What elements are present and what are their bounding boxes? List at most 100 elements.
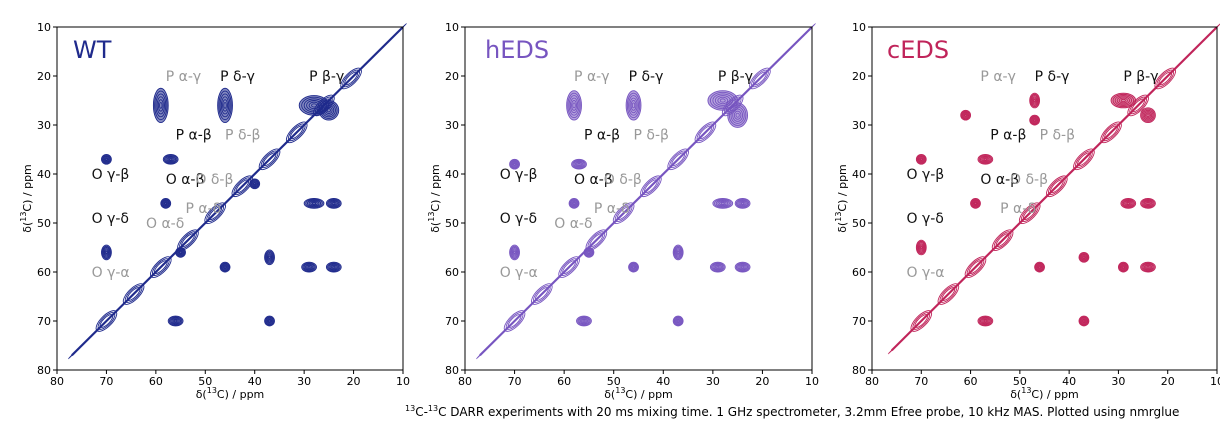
peak-annotation: P δ-β [634,128,669,144]
x-tick-label: 60 [557,375,571,388]
cross-peak-contour [707,90,739,111]
diagonal-contour-ring [1018,202,1041,224]
cross-peak-contour [159,102,163,109]
cross-peak-contour [962,112,969,119]
cross-peak-contour [265,317,274,325]
y-axis-label: δ(13C) / ppm [19,164,34,233]
x-tick-label: 40 [1062,375,1076,388]
x-tick-label: 10 [396,375,410,388]
peak-annotation: O γ-α [907,265,945,281]
cross-peak-contour [1124,200,1133,207]
diagonal-contour-ring [993,231,1012,249]
cross-peak-contour [1081,255,1087,260]
peak-annotation: O γ-β [907,167,945,183]
y-tick-label: 10 [852,21,866,34]
cross-peak-contour [1032,118,1037,123]
cross-peak-contour [1143,264,1153,270]
cross-peak-contour [167,157,174,162]
cross-peak-contour [168,316,183,326]
peak-annotation: P α-δ [1000,201,1036,217]
cross-peak-contour [982,318,989,324]
diagonal-contour-ring [124,285,143,303]
cross-peak-contour [735,198,750,208]
x-tick-label: 30 [706,375,720,388]
diagonal-contour-ring [531,283,553,305]
x-axis-label-isotope: 13 [615,386,625,395]
cross-peak-contour [632,265,635,269]
cross-peak-contour [676,250,680,255]
cross-peak-contour [577,316,591,326]
cross-peak-contour [306,199,322,208]
cross-peak-contour [511,161,518,168]
cross-peak-contour [1120,198,1137,209]
cross-peak-contour [173,319,178,323]
cross-peak-contour [1079,316,1089,326]
cross-peak-contour [572,202,576,205]
cross-peak-contour [983,319,988,323]
cross-peak-contour [105,250,108,255]
diagonal-contour-ring [285,121,308,144]
peak-annotation: O γ-α [500,265,538,281]
diagonal-contour-line [483,23,816,353]
diagonal-contour-ring [642,177,660,196]
cross-peak-contour [919,244,924,251]
diagonal-contour-ring [1075,150,1093,169]
cross-peak-contour [178,250,183,255]
diagonal-contour-line [894,23,1220,348]
cross-peak-contour [739,201,746,206]
cross-peak-contour [311,103,317,108]
cross-peak-contour [978,316,992,326]
cross-peak-contour [720,202,725,205]
cross-peak-contour [970,198,981,208]
cross-peak-contour [567,92,581,119]
cross-peak-contour [328,263,340,271]
diagonal-contour-ring [1020,204,1039,223]
cross-peak-contour [157,99,164,112]
cross-peak-contour [308,101,320,110]
y-tick-label: 40 [445,168,459,181]
y-tick-label: 50 [37,217,51,230]
diagonal-contour-ring [991,229,1014,251]
cross-peak-contour [264,315,275,327]
diagonal-contour-ring [181,233,195,248]
cross-peak-contour [572,102,576,109]
x-tick-label: 80 [50,375,64,388]
cross-peak-contour [1140,107,1156,123]
peak-annotation: O α-δ [554,216,592,232]
cross-peak-contour [512,162,517,167]
cross-peak-contour [628,262,639,272]
cross-peak-contour [981,156,990,163]
cross-peak-contour [709,261,726,273]
diagonal-contour-ring [1100,121,1122,144]
x-tick-label: 30 [297,375,311,388]
cross-peak-contour [1118,97,1128,104]
cross-peak-contour [569,198,579,208]
cross-peak-contour [1140,198,1156,209]
x-tick-label: 60 [149,375,163,388]
cross-peak-contour [571,201,577,206]
cross-peak-contour [568,95,580,116]
cross-peak-contour [1081,318,1087,324]
cross-peak-contour [1126,202,1130,205]
cross-peak-contour [915,153,927,165]
cross-peak-contour [329,264,338,270]
cross-peak-contour [571,200,577,207]
cross-peak-contour [104,249,109,256]
cross-peak-contour [916,154,926,164]
cross-peak-contour [1142,109,1154,121]
diagonal-contour-ring [260,150,279,169]
cross-peak-contour [1030,115,1040,125]
peak-annotation: O α-β [980,172,1019,188]
peak-annotation: P δ-β [1040,128,1075,144]
peak-annotation: O γ-β [500,167,538,183]
y-axis-label-part: δ( [429,222,442,233]
plot-frame [464,26,813,371]
cross-peak-contour [250,179,260,189]
cross-peak-contour [302,262,316,272]
cross-peak-contour [170,317,182,325]
diagonal-contour-ring [153,260,168,274]
cross-peak-contour [175,247,186,258]
cross-peak-contour [971,199,980,208]
